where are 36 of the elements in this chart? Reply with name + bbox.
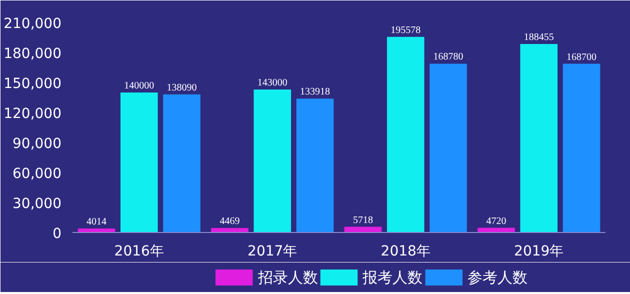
- legend-label: 招录人数: [256, 268, 318, 286]
- data-label: 133918: [300, 86, 330, 98]
- y-tick-label: 60,000: [12, 166, 62, 182]
- data-label: 5718: [352, 214, 373, 226]
- data-label: 168700: [566, 52, 597, 63]
- bar: [254, 90, 292, 232]
- bar: [562, 64, 600, 232]
- data-label: 143000: [257, 78, 288, 88]
- bar: [211, 228, 248, 232]
- x-tick-label: 2016年: [114, 244, 164, 260]
- data-label: 188455: [524, 32, 554, 44]
- bar: [296, 98, 334, 232]
- bar: [120, 92, 158, 232]
- data-label: 4469: [220, 216, 240, 228]
- x-tick-label: 2019年: [514, 244, 564, 260]
- bar: [430, 64, 467, 232]
- y-tick-label: 150,000: [4, 76, 62, 92]
- y-tick-label: 180,000: [4, 46, 62, 62]
- bar: [163, 94, 200, 232]
- y-tick-label: 30,000: [12, 196, 62, 212]
- x-tick-label: 2018年: [380, 244, 430, 260]
- data-label: 140000: [124, 80, 154, 92]
- legend-label: 报考人数: [362, 268, 423, 286]
- x-tick-label: 2017年: [248, 244, 298, 260]
- data-label: 195578: [390, 24, 421, 36]
- legend-label: 参考人数: [468, 268, 528, 286]
- y-tick-label: 120,000: [4, 106, 62, 122]
- data-label: 168780: [433, 52, 464, 63]
- bar: [386, 36, 424, 232]
- data-label: 4014: [86, 216, 106, 228]
- bar: [520, 44, 558, 232]
- y-tick-label: 90,000: [12, 136, 62, 152]
- data-label: 4720: [486, 216, 506, 227]
- y-tick-label: 0: [52, 226, 62, 242]
- y-tick-label: 210,000: [4, 16, 62, 32]
- data-label: 138090: [166, 82, 197, 94]
